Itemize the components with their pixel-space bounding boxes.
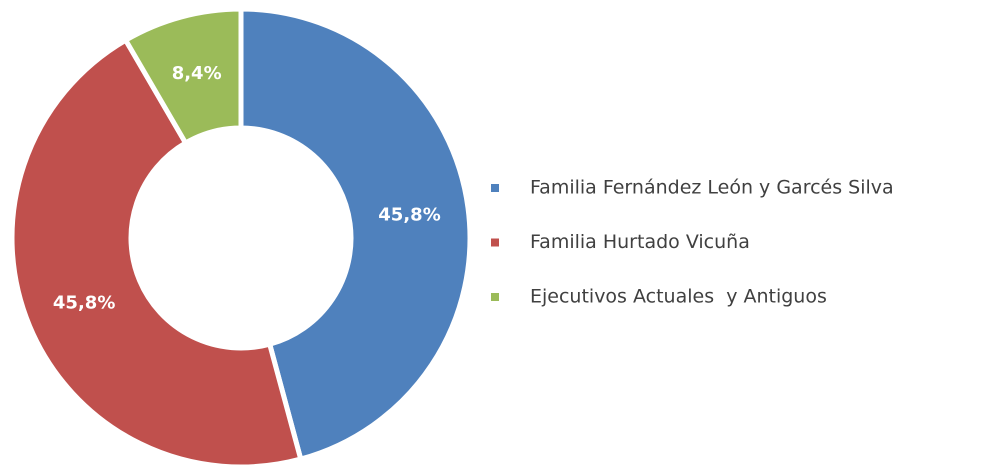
donut-slice bbox=[9, 36, 304, 470]
legend-label: Familia Hurtado Vicuña bbox=[530, 231, 750, 253]
data-label: 45,8% bbox=[378, 205, 440, 226]
data-label: 45,8% bbox=[53, 293, 115, 314]
legend-marker bbox=[491, 293, 499, 301]
legend-label: Familia Fernández León y Garcés Silva bbox=[530, 177, 894, 199]
legend-marker bbox=[491, 184, 499, 192]
donut-slice bbox=[238, 6, 473, 463]
legend-marker bbox=[491, 238, 499, 247]
donut-slice bbox=[122, 6, 244, 147]
legend-label: Ejecutivos Actuales y Antiguos bbox=[530, 286, 827, 308]
data-label: 8,4% bbox=[172, 63, 222, 84]
